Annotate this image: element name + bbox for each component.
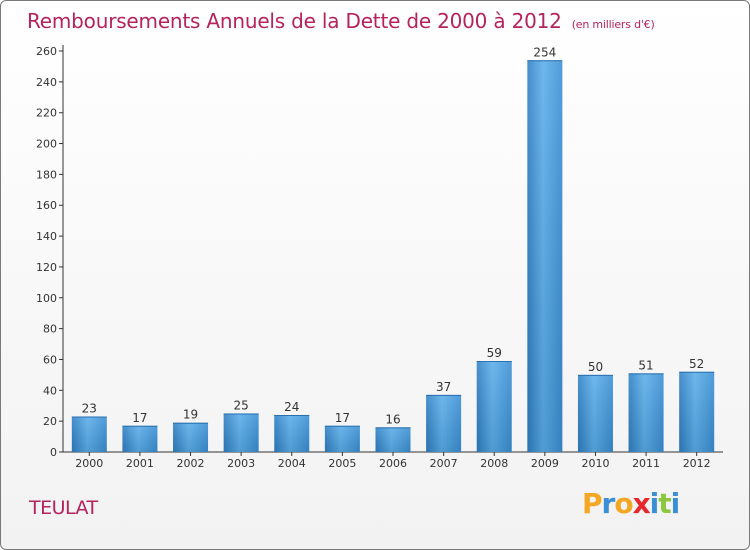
x-tick-label-2007: 2007 [430, 457, 458, 470]
value-label-2009: 254 [533, 45, 556, 59]
x-axis: 2000 2001 2002 2003 2004 2005 2006 2007 2008 2009… [63, 451, 723, 470]
value-label-2000: 23 [82, 402, 97, 416]
x-tick-label-2010: 2010 [581, 457, 609, 470]
bar-shade-2001 [122, 425, 158, 452]
y-tick-label: 80 [43, 323, 57, 336]
proxiti-logo: Proxiti [582, 487, 681, 520]
chart-title-text: Remboursements Annuels de la Dette de 20… [27, 9, 562, 33]
y-tick-label: 140 [36, 230, 57, 243]
chart-subtitle: (en milliers d'€) [571, 18, 655, 31]
x-tick-label-2009: 2009 [531, 457, 559, 470]
logo-letter: t [658, 487, 671, 520]
bars: 23 17 19 25 24 17 16 37 59 254 50 51 52 [71, 45, 715, 452]
bar-shade-2007 [426, 394, 462, 452]
y-tick-label: 60 [43, 353, 57, 366]
bar-shade-2010 [577, 374, 613, 452]
bar-shade-2004 [274, 414, 310, 452]
value-label-2005: 17 [335, 411, 350, 425]
y-tick-label: 40 [43, 384, 57, 397]
x-tick-label-2004: 2004 [278, 457, 306, 470]
chart-title: Remboursements Annuels de la Dette de 20… [27, 9, 655, 33]
y-tick-label: 20 [43, 415, 57, 428]
y-tick-label: 220 [36, 107, 57, 120]
logo-letter: i [649, 487, 660, 520]
x-tick-label-2003: 2003 [227, 457, 255, 470]
logo-letter: o [614, 487, 633, 520]
logo-letter: r [601, 487, 616, 520]
value-label-2008: 59 [487, 346, 502, 360]
value-label-2012: 52 [689, 357, 704, 371]
x-tick-label-2001: 2001 [126, 457, 154, 470]
value-label-2004: 24 [284, 400, 299, 414]
x-tick-label-2008: 2008 [480, 457, 508, 470]
y-tick-label: 0 [50, 446, 57, 459]
bar-shade-2006 [375, 427, 411, 452]
bar-shade-2011 [628, 373, 664, 452]
y-tick-label: 120 [36, 261, 57, 274]
logo-letter: x [632, 487, 651, 520]
x-tick-label-2002: 2002 [177, 457, 205, 470]
value-label-2002: 19 [183, 408, 198, 422]
bar-shade-2000 [71, 416, 107, 452]
x-tick-label-2005: 2005 [328, 457, 356, 470]
y-tick-label: 160 [36, 199, 57, 212]
commune-name: TEULAT [29, 497, 98, 519]
bar-shade-2012 [679, 371, 715, 452]
value-label-2007: 37 [436, 380, 451, 394]
y-tick-label: 100 [36, 292, 57, 305]
bar-shade-2002 [173, 422, 209, 452]
x-tick-label-2012: 2012 [683, 457, 711, 470]
value-label-2003: 25 [234, 398, 249, 412]
bar-shade-2009 [527, 60, 563, 452]
y-tick-label: 260 [36, 45, 57, 58]
x-tick-label-2006: 2006 [379, 457, 407, 470]
bar-shade-2005 [324, 425, 360, 452]
y-tick-label: 200 [36, 138, 57, 151]
y-axis: 0 20 40 60 80 100 120 140 160 180 200 220 240 260 [36, 45, 64, 459]
value-label-2011: 51 [638, 358, 653, 372]
y-tick-label: 240 [36, 76, 57, 89]
bar-shade-2003 [223, 413, 259, 452]
logo-letter: P [582, 487, 603, 520]
bar-shade-2008 [476, 361, 512, 452]
value-label-2001: 17 [132, 411, 147, 425]
y-tick-label: 180 [36, 168, 57, 181]
x-tick-label-2011: 2011 [632, 457, 660, 470]
value-label-2006: 16 [385, 412, 400, 426]
value-label-2010: 50 [588, 360, 603, 374]
x-tick-label-2000: 2000 [75, 457, 103, 470]
logo-letter: i [670, 487, 681, 520]
